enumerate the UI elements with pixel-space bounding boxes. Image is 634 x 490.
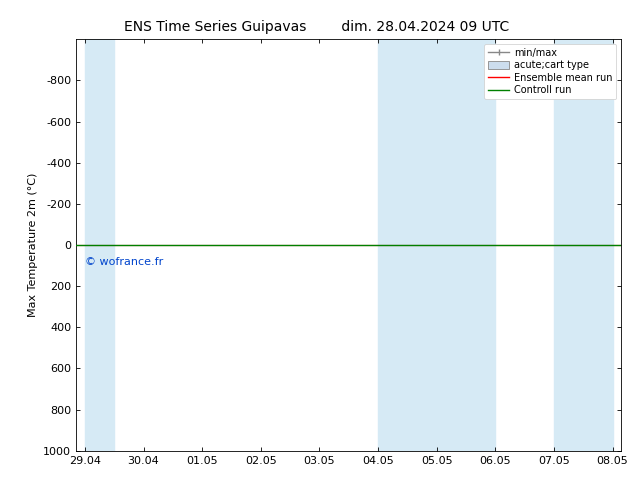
Legend: min/max, acute;cart type, Ensemble mean run, Controll run: min/max, acute;cart type, Ensemble mean … (484, 44, 616, 99)
Text: ENS Time Series Guipavas        dim. 28.04.2024 09 UTC: ENS Time Series Guipavas dim. 28.04.2024… (124, 20, 510, 34)
Bar (554, 39, 612, 451)
Bar (85, 39, 114, 451)
Y-axis label: Max Temperature 2m (°C): Max Temperature 2m (°C) (28, 173, 37, 317)
Bar (437, 39, 495, 451)
Bar (378, 39, 437, 451)
Text: © wofrance.fr: © wofrance.fr (85, 257, 163, 268)
